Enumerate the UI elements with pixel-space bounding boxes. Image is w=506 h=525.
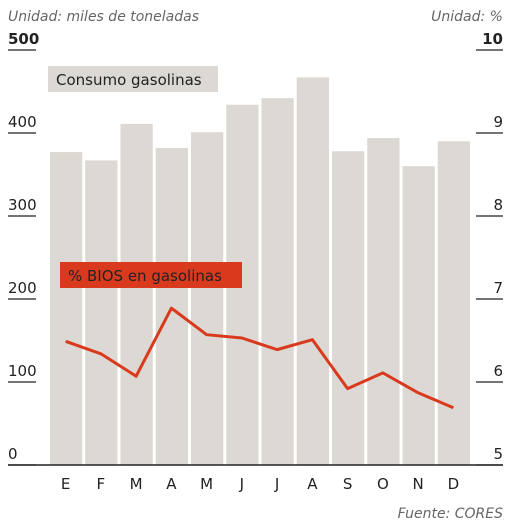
- source-note: Fuente: CORES: [398, 506, 503, 522]
- x-tick-label: D: [448, 475, 460, 493]
- y-tick-label: 400: [8, 113, 37, 131]
- y-tick-label: 200: [8, 279, 37, 297]
- x-tick-label: N: [413, 475, 424, 493]
- x-tick-label: M: [130, 475, 143, 493]
- x-tick-label: S: [343, 475, 353, 493]
- bar: [155, 147, 188, 465]
- bar: [402, 166, 435, 465]
- legend-label: Consumo gasolinas: [56, 71, 202, 89]
- legend-box: [60, 262, 242, 288]
- bar: [296, 77, 329, 465]
- x-tick-label: O: [377, 475, 389, 493]
- bar: [85, 160, 118, 465]
- line-series: [65, 306, 454, 410]
- bar: [50, 152, 83, 465]
- y-tick-label: 500: [8, 30, 39, 48]
- y-tick-label: 0: [8, 445, 18, 463]
- y2-tick-label: 10: [482, 30, 503, 48]
- y-tick-label: 300: [8, 196, 37, 214]
- y2-tick-label: 6: [493, 362, 503, 380]
- x-tick-label: A: [307, 475, 318, 493]
- bar: [191, 132, 224, 466]
- legend-label: % BIOS en gasolinas: [68, 267, 222, 285]
- x-tick-label: J: [239, 475, 244, 493]
- x-tick-label: M: [200, 475, 213, 493]
- x-tick-label: F: [97, 475, 106, 493]
- left-unit-note: Unidad: miles de toneladas: [8, 9, 199, 25]
- y2-tick-label: 5: [493, 445, 503, 463]
- y2-tick-label: 8: [493, 196, 503, 214]
- bar: [120, 123, 153, 466]
- legend-box: [48, 66, 218, 92]
- x-tick-label: A: [166, 475, 177, 493]
- y2-tick-label: 7: [493, 279, 503, 297]
- x-tick-label: J: [274, 475, 279, 493]
- y2-tick-label: 9: [493, 113, 503, 131]
- bar: [261, 98, 294, 465]
- bar: [437, 141, 470, 466]
- x-tick-label: E: [61, 475, 70, 493]
- bar: [332, 151, 365, 465]
- right-unit-note: Unidad: %: [431, 9, 503, 25]
- y-tick-label: 100: [8, 362, 37, 380]
- bar: [367, 137, 400, 466]
